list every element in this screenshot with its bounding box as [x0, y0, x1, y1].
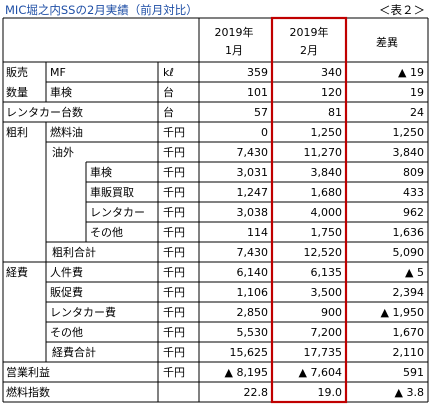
- row-item-label: 販促費: [50, 286, 83, 299]
- cell-feb-value: ▲ 7,604: [298, 366, 342, 379]
- row-unit: 台: [163, 86, 174, 99]
- row-category-label: 燃料指数: [6, 386, 50, 399]
- row-unit: 千円: [163, 146, 185, 159]
- row-unit: 千円: [163, 206, 185, 219]
- cell-feb-value: 900: [321, 306, 342, 319]
- cell-feb-value: 1,680: [310, 186, 343, 199]
- cell-jan-value: ▲ 8,195: [224, 366, 268, 379]
- header-jan-year: 2019年: [214, 26, 254, 39]
- row-item-label: 車販買取: [90, 186, 134, 199]
- header-diff: 差異: [376, 36, 398, 49]
- row-unit: 千円: [163, 286, 185, 299]
- row-unit: 千円: [163, 266, 185, 279]
- cell-jan-value: 6,140: [236, 266, 269, 279]
- cell-jan-value: 57: [254, 106, 268, 119]
- cell-diff-value: 809: [403, 166, 424, 179]
- row-item-label: 車検: [90, 166, 112, 179]
- row-item-label: 車検: [50, 86, 72, 99]
- cell-feb-value: 7,200: [310, 326, 343, 339]
- cell-diff-value: 1,670: [392, 326, 425, 339]
- cell-diff-value: 433: [403, 186, 424, 199]
- cell-feb-value: 3,840: [310, 166, 343, 179]
- row-unit: 千円: [163, 126, 185, 139]
- cell-feb-value: 19.0: [317, 386, 343, 399]
- cell-diff-value: ▲ 3.8: [394, 386, 424, 399]
- row-unit: 千円: [163, 326, 185, 339]
- cell-feb-value: 4,000: [310, 206, 343, 219]
- cell-feb-value: 120: [321, 86, 342, 99]
- row-item-label: 燃料油: [50, 126, 83, 139]
- row-item-label: 粗利合計: [52, 246, 96, 259]
- row-item-label: レンタカー費: [50, 306, 116, 319]
- cell-diff-value: 1,636: [392, 226, 425, 239]
- cell-jan-value: 2,850: [236, 306, 269, 319]
- cell-feb-value: 12,520: [303, 246, 343, 259]
- cell-diff-value: 24: [410, 106, 424, 119]
- cell-diff-value: 2,394: [392, 286, 425, 299]
- cell-diff-value: 5,090: [392, 246, 425, 259]
- cell-feb-value: 3,500: [310, 286, 343, 299]
- cell-jan-value: 1,106: [236, 286, 269, 299]
- cell-feb-value: 17,735: [303, 346, 343, 359]
- row-category-label: 販売: [6, 66, 28, 79]
- cell-diff-value: 591: [403, 366, 424, 379]
- row-unit: 千円: [163, 226, 185, 239]
- row-category-label: 粗利: [6, 126, 28, 139]
- row-item-label: 人件費: [50, 266, 83, 279]
- cell-diff-value: 2,110: [392, 346, 425, 359]
- cell-jan-value: 1,247: [236, 186, 269, 199]
- row-unit: 台: [163, 106, 174, 119]
- february-highlight-box: [270, 16, 348, 404]
- cell-feb-value: 81: [328, 106, 342, 119]
- cell-diff-value: 19: [410, 86, 424, 99]
- cell-jan-value: 5,530: [236, 326, 269, 339]
- row-item-label: その他: [90, 226, 123, 239]
- row-item-label: MF: [50, 66, 66, 79]
- cell-diff-value: ▲ 1,950: [380, 306, 424, 319]
- cell-jan-value: 22.8: [243, 386, 269, 399]
- row-item-label: 油外: [52, 146, 74, 159]
- cell-jan-value: 15,625: [229, 346, 269, 359]
- cell-diff-value: 962: [403, 206, 424, 219]
- row-unit: 千円: [163, 346, 185, 359]
- cell-jan-value: 7,430: [236, 246, 269, 259]
- row-item-label: その他: [50, 326, 83, 339]
- row-unit: 千円: [163, 306, 185, 319]
- cell-jan-value: 7,430: [236, 146, 269, 159]
- header-feb-year: 2019年: [289, 26, 329, 39]
- row-item-label: レンタカー: [90, 206, 145, 219]
- row-unit: kℓ: [163, 66, 174, 79]
- cell-feb-value: 11,270: [303, 146, 343, 159]
- row-item-label: 経費合計: [52, 346, 96, 359]
- cell-diff-value: ▲ 19: [398, 66, 424, 79]
- header-feb-month: 2月: [300, 44, 318, 57]
- row-category-label: 営業利益: [6, 366, 50, 379]
- row-category-label: 数量: [6, 86, 28, 99]
- report-title: MIC堀之内SSの2月実績（前月対比）: [5, 3, 198, 17]
- row-unit: 千円: [163, 366, 185, 379]
- cell-diff-value: 3,840: [392, 146, 425, 159]
- row-category-label: 経費: [6, 266, 28, 279]
- cell-diff-value: ▲ 5: [405, 266, 424, 279]
- cell-feb-value: 340: [321, 66, 342, 79]
- row-unit: 千円: [163, 186, 185, 199]
- row-category-label: レンタカー台数: [6, 106, 83, 119]
- row-unit: 千円: [163, 246, 185, 259]
- cell-jan-value: 0: [261, 126, 268, 139]
- cell-feb-value: 1,250: [310, 126, 343, 139]
- cell-jan-value: 359: [247, 66, 268, 79]
- cell-jan-value: 101: [247, 86, 268, 99]
- cell-jan-value: 3,038: [236, 206, 269, 219]
- cell-jan-value: 3,031: [236, 166, 269, 179]
- cell-diff-value: 1,250: [392, 126, 425, 139]
- header-jan-month: 1月: [225, 44, 243, 57]
- cell-feb-value: 6,135: [310, 266, 343, 279]
- cell-feb-value: 1,750: [310, 226, 343, 239]
- table-tag: ＜表２＞: [379, 3, 425, 17]
- cell-jan-value: 114: [247, 226, 268, 239]
- row-unit: 千円: [163, 166, 185, 179]
